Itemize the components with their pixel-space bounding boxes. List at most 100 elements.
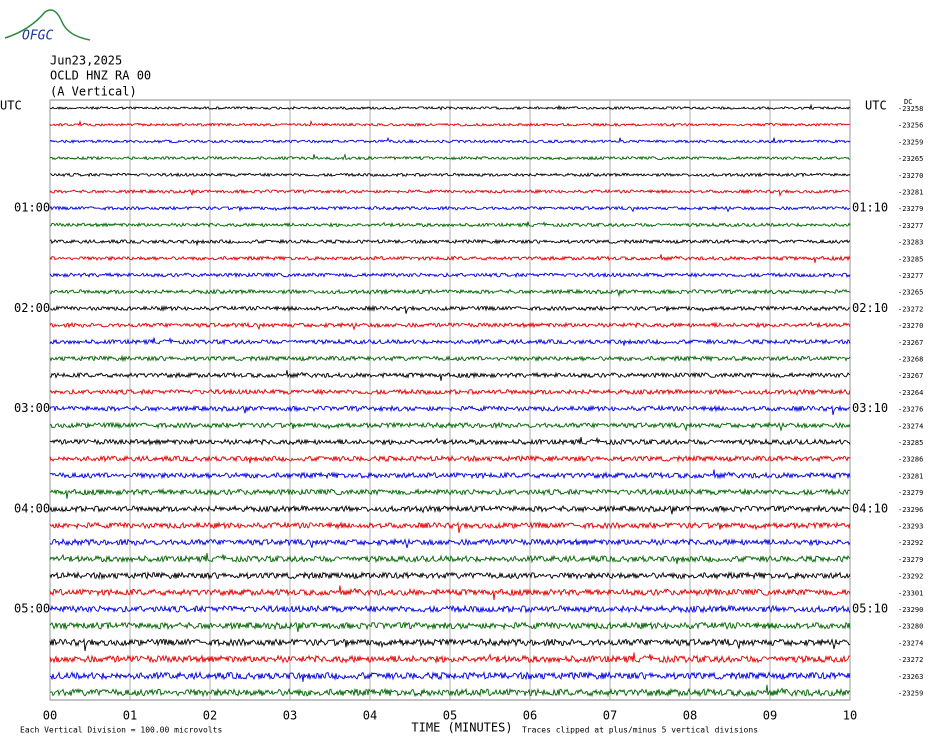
x-tick-label: 06 bbox=[523, 709, 537, 723]
trace bbox=[49, 321, 851, 331]
x-tick-label: 08 bbox=[683, 709, 697, 723]
trace bbox=[49, 621, 851, 633]
trace bbox=[49, 172, 851, 178]
trace bbox=[49, 153, 851, 161]
trace bbox=[49, 521, 851, 534]
component: (A Vertical) bbox=[50, 85, 137, 99]
right-hour-label: 04:10 bbox=[852, 501, 888, 515]
trace-offset: -23259 bbox=[898, 138, 923, 146]
left-hour-label: 01:00 bbox=[14, 201, 50, 215]
trace-offset: -23280 bbox=[898, 623, 923, 631]
trace bbox=[50, 487, 851, 499]
trace-offset: -23274 bbox=[898, 422, 923, 430]
trace bbox=[49, 571, 851, 581]
trace-offset: -23286 bbox=[898, 456, 923, 464]
trace bbox=[49, 436, 851, 447]
trace bbox=[49, 585, 851, 601]
trace-offset: -23256 bbox=[898, 122, 923, 130]
trace-offset: -23265 bbox=[898, 289, 923, 297]
trace-offset: -23267 bbox=[898, 372, 923, 380]
trace-offset: -23293 bbox=[898, 523, 923, 531]
x-tick-label: 03 bbox=[283, 709, 297, 723]
date: Jun23,2025 bbox=[50, 54, 122, 68]
logo: OFGC bbox=[22, 29, 53, 44]
trace-offset: -23272 bbox=[898, 656, 923, 664]
trace bbox=[49, 404, 851, 416]
trace bbox=[49, 254, 851, 263]
trace bbox=[49, 604, 851, 614]
trace-offset: -23283 bbox=[898, 239, 923, 247]
trace bbox=[49, 684, 851, 698]
trace bbox=[49, 504, 851, 515]
trace-offset: -23292 bbox=[898, 539, 923, 547]
trace-offset: -23279 bbox=[898, 556, 923, 564]
trace-offset: -23264 bbox=[898, 389, 923, 397]
trace bbox=[49, 537, 851, 549]
trace bbox=[49, 238, 851, 247]
x-tick-label: 09 bbox=[763, 709, 777, 723]
trace bbox=[49, 288, 851, 298]
trace-offset: -23274 bbox=[898, 639, 923, 647]
x-tick-label: 07 bbox=[603, 709, 617, 723]
x-tick-label: 00 bbox=[43, 709, 57, 723]
trace bbox=[49, 205, 851, 213]
trace-offset: -23276 bbox=[898, 406, 923, 414]
trace-offset: -23270 bbox=[898, 322, 923, 330]
trace bbox=[49, 652, 851, 664]
trace-offset: -23267 bbox=[898, 339, 923, 347]
trace bbox=[49, 337, 851, 346]
left-hour-label: 03:00 bbox=[14, 401, 50, 415]
trace-offset: -23301 bbox=[898, 589, 923, 597]
clip-note: Traces clipped at plus/minus 5 vertical … bbox=[522, 726, 758, 735]
trace-offset: -23296 bbox=[898, 506, 923, 514]
trace bbox=[49, 221, 851, 228]
trace-offset: -23285 bbox=[898, 439, 923, 447]
trace bbox=[49, 119, 851, 128]
x-axis-title: TIME (MINUTES) bbox=[411, 721, 512, 735]
trace-offset: -23270 bbox=[898, 172, 923, 180]
trace-offset: -23265 bbox=[898, 155, 923, 163]
trace-offset: -23279 bbox=[898, 489, 923, 497]
trace bbox=[49, 137, 851, 144]
trace-offset: -23290 bbox=[898, 606, 923, 614]
trace bbox=[49, 421, 851, 432]
trace-offset: -23259 bbox=[898, 690, 923, 698]
logo-mark bbox=[4, 9, 91, 41]
x-tick-label: 10 bbox=[843, 709, 857, 723]
trace bbox=[49, 454, 851, 464]
trace-offset: -23279 bbox=[898, 205, 923, 213]
trace-offset: -23285 bbox=[898, 255, 923, 263]
right-hour-label: 03:10 bbox=[852, 401, 888, 415]
trace bbox=[49, 388, 851, 396]
left-hour-label: 05:00 bbox=[14, 602, 50, 616]
trace bbox=[49, 354, 851, 363]
right-axis-title: UTC bbox=[865, 99, 887, 113]
station: OCLD HNZ RA 00 bbox=[50, 69, 151, 83]
trace-offset: -23268 bbox=[898, 356, 923, 364]
trace-offset: -23292 bbox=[898, 573, 923, 581]
trace-offset: -23272 bbox=[898, 305, 923, 313]
trace-offset: -23258 bbox=[898, 105, 923, 113]
trace-offset: -23277 bbox=[898, 222, 923, 230]
right-hour-label: 02:10 bbox=[852, 301, 888, 315]
left-axis-title: UTC bbox=[0, 99, 22, 113]
trace bbox=[49, 103, 851, 111]
trace-offset: -23263 bbox=[898, 673, 923, 681]
trace bbox=[49, 271, 851, 279]
scale-note: Each Vertical Division = 100.00 microvol… bbox=[20, 726, 222, 735]
trace bbox=[49, 304, 851, 314]
x-tick-label: 04 bbox=[363, 709, 377, 723]
trace-offset: -23277 bbox=[898, 272, 923, 280]
left-hour-label: 02:00 bbox=[14, 301, 50, 315]
trace bbox=[49, 188, 851, 198]
x-tick-label: 02 bbox=[203, 709, 217, 723]
left-hour-label: 04:00 bbox=[14, 501, 50, 515]
trace bbox=[49, 670, 851, 682]
right-hour-label: 01:10 bbox=[852, 201, 888, 215]
right-column-title: DC bbox=[904, 98, 912, 106]
trace bbox=[49, 370, 851, 381]
right-hour-label: 05:10 bbox=[852, 602, 888, 616]
x-tick-label: 01 bbox=[123, 709, 137, 723]
trace-offset: -23281 bbox=[898, 472, 923, 480]
